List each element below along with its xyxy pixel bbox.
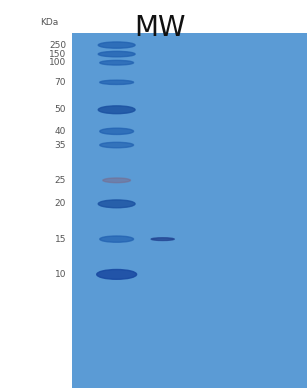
Text: 25: 25 — [55, 176, 66, 185]
Ellipse shape — [100, 236, 134, 242]
Text: 20: 20 — [55, 200, 66, 208]
Text: 40: 40 — [55, 127, 66, 136]
Ellipse shape — [98, 51, 135, 57]
Text: 35: 35 — [55, 141, 66, 149]
Text: 250: 250 — [49, 41, 66, 49]
Ellipse shape — [100, 142, 134, 148]
Text: 10: 10 — [55, 270, 66, 279]
Text: 150: 150 — [49, 50, 66, 58]
Text: MW: MW — [134, 14, 185, 42]
Ellipse shape — [98, 106, 135, 114]
Ellipse shape — [151, 238, 174, 241]
Ellipse shape — [103, 178, 130, 183]
Ellipse shape — [100, 80, 134, 85]
Bar — [72, 33, 307, 388]
Ellipse shape — [98, 42, 135, 48]
Ellipse shape — [97, 270, 137, 279]
Text: 100: 100 — [49, 58, 66, 67]
Ellipse shape — [100, 60, 134, 65]
Text: 50: 50 — [55, 105, 66, 114]
Text: KDa: KDa — [40, 18, 58, 27]
Ellipse shape — [98, 200, 135, 208]
Text: 15: 15 — [55, 235, 66, 243]
Ellipse shape — [100, 128, 134, 134]
Text: 70: 70 — [55, 78, 66, 87]
